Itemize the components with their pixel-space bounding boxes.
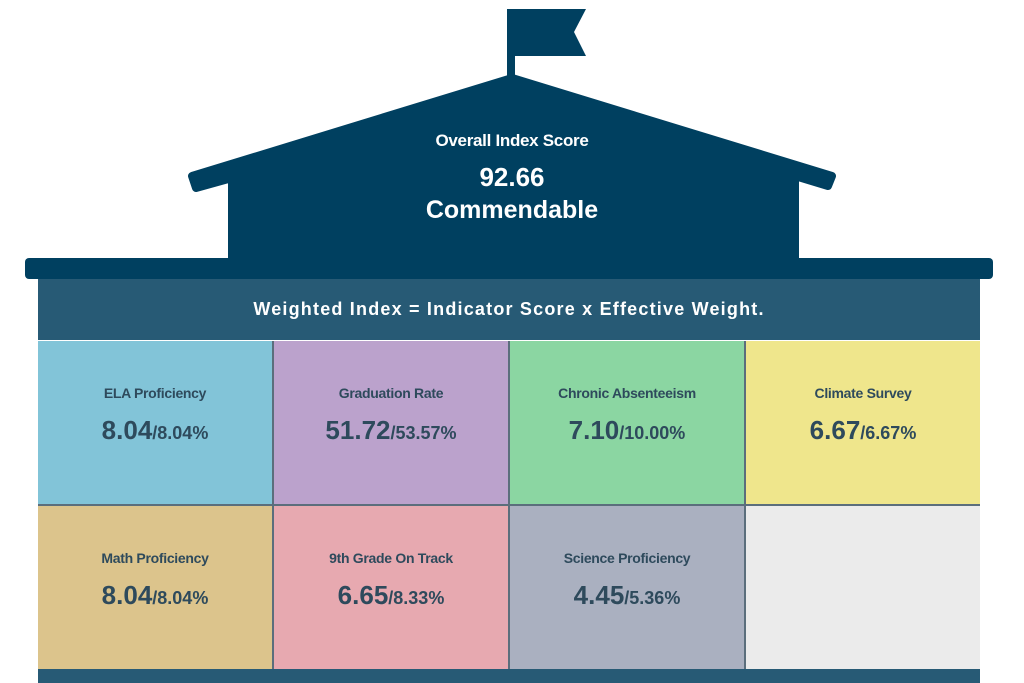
indicator-label: Science Proficiency — [563, 550, 691, 566]
indicator-weight: /53.57% — [390, 423, 457, 443]
indicator-value: 8.04/8.04% — [102, 415, 209, 446]
indicator-tile: Science Proficiency 4.45/5.36% — [510, 506, 744, 669]
indicator-value: 7.10/10.00% — [569, 415, 686, 446]
indicator-score: 8.04 — [101, 415, 153, 445]
overall-index-label: Overall Index Score — [435, 131, 589, 150]
indicator-score: 51.72 — [325, 415, 391, 445]
indicator-tile: Math Proficiency 8.04/8.04% — [38, 506, 272, 669]
indicator-value: 6.67/6.67% — [810, 415, 917, 446]
indicator-tile: Graduation Rate 51.72/53.57% — [274, 341, 508, 504]
indicator-label: Math Proficiency — [101, 550, 209, 566]
indicator-label: Climate Survey — [814, 385, 912, 401]
overall-rating: Commendable — [425, 196, 599, 224]
indicator-score: 6.65 — [337, 580, 389, 610]
indicator-weight: /6.67% — [860, 423, 917, 443]
overall-index-score: 92.66 — [479, 162, 545, 192]
indicator-weight: /10.00% — [619, 423, 686, 443]
indicator-score: 4.45 — [573, 580, 625, 610]
indicator-tile: Climate Survey 6.67/6.67% — [746, 341, 980, 504]
indicator-value: 6.65/8.33% — [338, 580, 445, 611]
indicator-score: 6.67 — [809, 415, 861, 445]
eave-ledge — [25, 258, 993, 279]
indicator-grid: ELA Proficiency 8.04/8.04% Graduation Rate… — [38, 341, 980, 669]
indicator-value: 8.04/8.04% — [102, 580, 209, 611]
indicator-tile: ELA Proficiency 8.04/8.04% — [38, 341, 272, 504]
weighted-index-banner: Weighted Index = Indicator Score x Effec… — [38, 279, 980, 340]
indicator-weight: /8.04% — [152, 588, 209, 608]
indicator-tile: Chronic Absenteeism 7.10/10.00% — [510, 341, 744, 504]
indicator-weight: /8.04% — [152, 423, 209, 443]
indicator-score: 8.04 — [101, 580, 153, 610]
indicator-tile: 9th Grade On Track 6.65/8.33% — [274, 506, 508, 669]
indicator-value: 4.45/5.36% — [574, 580, 681, 611]
flag-icon — [507, 9, 586, 56]
indicator-weight: /5.36% — [624, 588, 681, 608]
indicator-score: 7.10 — [568, 415, 620, 445]
indicator-label: 9th Grade On Track — [329, 550, 453, 566]
indicator-label: Graduation Rate — [338, 385, 444, 401]
house-base — [38, 669, 980, 683]
indicator-value: 51.72/53.57% — [325, 415, 456, 446]
indicator-label: ELA Proficiency — [103, 385, 207, 401]
indicator-label: Chronic Absenteeism — [558, 385, 696, 401]
empty-tile — [746, 506, 980, 669]
indicator-weight: /8.33% — [388, 588, 445, 608]
